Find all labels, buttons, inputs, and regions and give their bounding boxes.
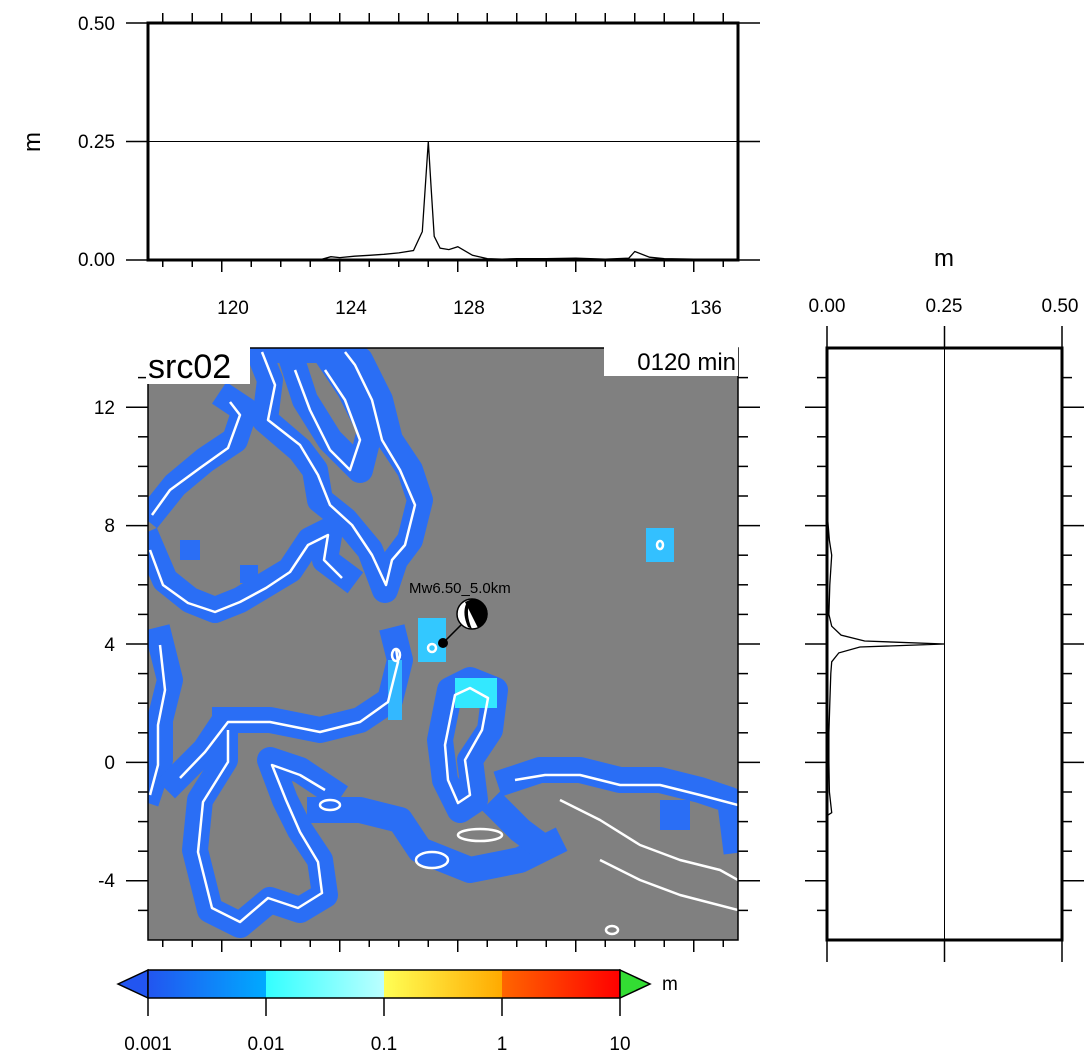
amp-patch-4 (646, 528, 674, 562)
side-x-axis-label: m (934, 245, 954, 272)
coast-borneo (148, 533, 343, 614)
source-label-box (146, 346, 250, 384)
top-profile-ticks (126, 13, 760, 272)
top-x-tick-label-4: 136 (690, 298, 722, 319)
top-profile-series-line (148, 141, 739, 261)
colorbar-ticks (147, 998, 621, 1016)
map-ticks (126, 376, 760, 952)
colorbar-tick-label-1: 0.01 (248, 1034, 285, 1055)
colorbar-tick-label-4: 10 (609, 1034, 630, 1055)
amp-patch-7 (388, 660, 402, 720)
top-y-tick-label-1: 0.25 (78, 132, 115, 153)
coast-buru (414, 850, 450, 870)
side-profile-panel: 0.00 0.25 0.50 m (805, 245, 1084, 962)
map-y-tick-label-3: 0 (104, 753, 115, 774)
top-profile-panel: 0.00 0.25 0.50 m 120 124 128 132 136 (19, 13, 760, 319)
colorbar-seg-1 (148, 970, 266, 998)
side-x-tick-label-2: 0.50 (1042, 296, 1079, 317)
coast-seram (456, 827, 504, 843)
top-y-axis-label: m (19, 132, 46, 152)
coast-island-e (604, 924, 620, 936)
coast-new-guinea (514, 773, 738, 807)
top-x-tick-label-2: 128 (453, 298, 485, 319)
top-y-tick-label-0: 0.00 (78, 250, 115, 271)
amp-patch-1 (180, 540, 200, 560)
map-panel: src02 0120 min Mw6.50_5.0km 12 8 4 0 -4 (94, 346, 760, 952)
colorbar-unit: m (662, 974, 678, 995)
top-x-tick-label-0: 120 (217, 298, 249, 319)
time-label-box (604, 346, 738, 376)
amp-band-seram (481, 791, 559, 864)
map-y-tick-label-4: -4 (98, 871, 115, 892)
colorbar-tick-label-0: 0.001 (124, 1034, 172, 1055)
map-y-tick-label-0: 12 (94, 398, 115, 419)
coast-philippines (260, 351, 417, 587)
epicenter-dot (438, 638, 448, 648)
coast-philippines-inner (293, 369, 362, 472)
source-label: src02 (148, 348, 231, 386)
amp-patch-2 (240, 565, 258, 583)
coast-sulawesi (196, 730, 326, 924)
side-profile-series-line (826, 510, 945, 817)
coast-island-b (426, 642, 438, 654)
colorbar-seg-2 (266, 970, 384, 998)
colorbar-seg-3 (384, 970, 502, 998)
amp-patch-5 (660, 800, 690, 830)
colorbar-tick-label-2: 0.1 (371, 1034, 397, 1055)
colorbar-low-arrow (116, 968, 149, 1000)
coast-island-d (318, 798, 342, 812)
map-amplitude-layer (148, 348, 738, 938)
side-profile-ticks (805, 326, 1084, 962)
event-label: Mw6.50_5.0km (409, 580, 511, 597)
amp-band-new-guinea (493, 757, 738, 855)
coast-new-guinea-southwest (599, 858, 738, 912)
map-y-tick-label-2: 4 (104, 635, 115, 656)
coast-new-guinea-south (559, 798, 738, 882)
top-y-tick-label-2: 0.50 (78, 14, 115, 35)
coast-borneo-west (148, 644, 167, 796)
coast-halmahera (443, 686, 490, 805)
top-x-tick-label-3: 132 (571, 298, 603, 319)
map-y-tick-label-1: 8 (104, 516, 115, 537)
coast-island-a (390, 647, 402, 663)
colorbar-seg-4 (502, 970, 620, 998)
colorbar-high-arrow (619, 968, 652, 1000)
coast-island-c (655, 539, 665, 551)
amp-band-sulawesi-south (307, 797, 568, 883)
time-label: 0120 min (637, 349, 736, 376)
colorbar: m 0.001 0.01 0.1 1 10 (116, 968, 678, 1055)
coast-sulawesi-north (179, 647, 400, 779)
focal-mechanism-icon (456, 598, 488, 630)
amp-band-philippines (245, 348, 433, 603)
colorbar-tick-label-3: 1 (497, 1034, 508, 1055)
top-x-tick-label-1: 124 (335, 298, 367, 319)
coast-palawan (150, 401, 242, 516)
side-x-tick-label-0: 0.00 (809, 296, 846, 317)
side-x-tick-label-1: 0.25 (926, 296, 963, 317)
